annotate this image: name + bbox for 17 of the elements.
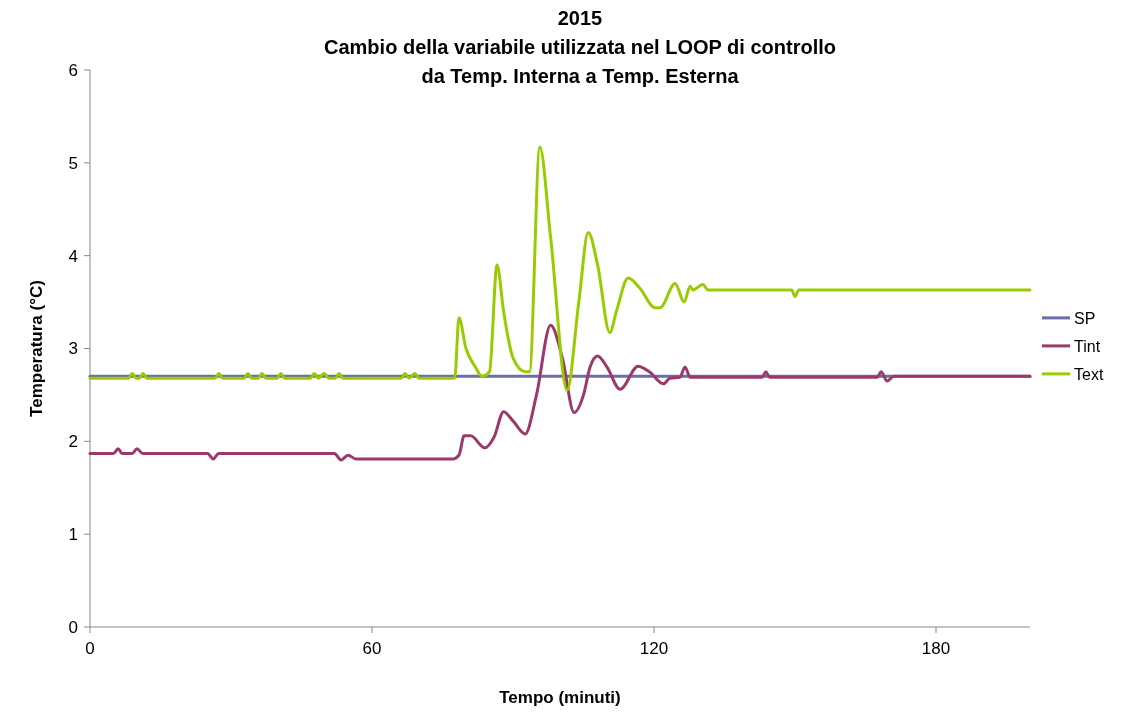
x-axis-title: Tempo (minuti): [499, 688, 621, 707]
y-tick-label: 6: [68, 60, 78, 80]
y-axis-title: Temperatura (°C): [27, 280, 46, 417]
y-tick-label: 4: [68, 246, 78, 266]
x-tick-label: 0: [85, 639, 95, 658]
x-tick-label: 180: [921, 639, 951, 658]
y-tick-label: 3: [68, 339, 78, 359]
x-tick-label: 120: [639, 639, 669, 658]
x-tick-label: 60: [362, 639, 382, 658]
legend-label: Text: [1074, 365, 1104, 383]
chart-title: 2015 Cambio della variabile utilizzata nel LOOP di controllo da Temp. Interna a Temp. Esterna: [324, 7, 836, 87]
y-tick-label: 2: [68, 432, 78, 452]
y-tick-label: 0: [68, 617, 78, 637]
legend-label: SP: [1074, 309, 1096, 327]
y-tick-label: 5: [68, 153, 78, 173]
legend-label: Tint: [1074, 337, 1101, 355]
y-tick-label: 1: [68, 525, 78, 545]
